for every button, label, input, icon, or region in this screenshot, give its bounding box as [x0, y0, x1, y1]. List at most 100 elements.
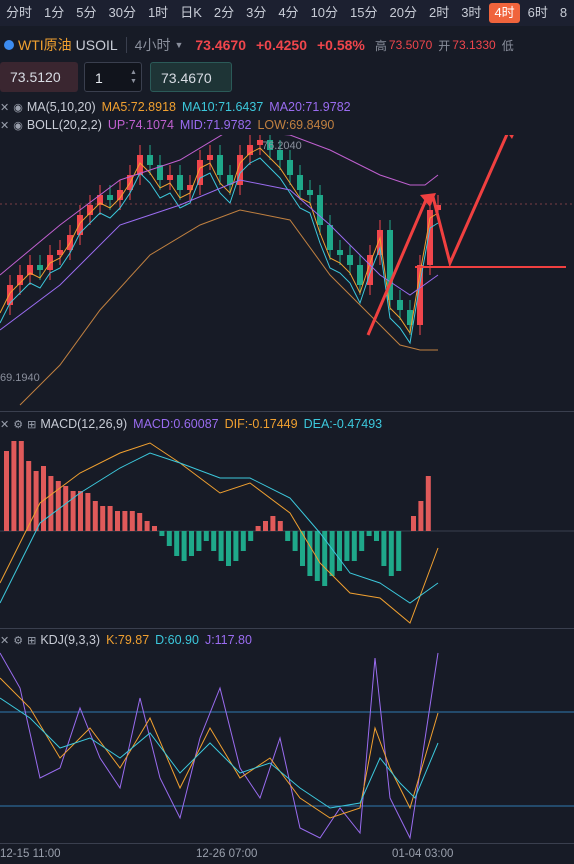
- d-value: D:60.90: [155, 633, 199, 647]
- close-icon[interactable]: ✕: [0, 634, 10, 647]
- macd-histogram-bar: [122, 511, 128, 531]
- macd-histogram-bar: [159, 531, 165, 536]
- macd-histogram-bar: [4, 451, 9, 531]
- candle: [27, 265, 33, 275]
- timeframe-15[interactable]: 6时: [527, 5, 548, 20]
- price-high-mark: 76.2040: [262, 140, 302, 152]
- candle: [107, 195, 113, 200]
- time-label-1: 12-15 11:00: [0, 848, 61, 860]
- timeframe-11[interactable]: 20分: [389, 5, 417, 20]
- time-label-3: 01-04 03:00: [392, 848, 454, 860]
- symbol-bar: WTI原油 USOIL 4小时 ▼ 73.4670 +0.4250 +0.58%…: [0, 30, 574, 60]
- price-chart[interactable]: [0, 135, 574, 410]
- gear-icon[interactable]: ⚙: [13, 418, 24, 431]
- add-box-icon[interactable]: ⊞: [27, 418, 37, 431]
- gear-icon[interactable]: ⚙: [13, 634, 24, 647]
- timeframe-9[interactable]: 10分: [310, 5, 339, 20]
- macd-histogram-bar: [366, 531, 372, 536]
- candle: [397, 300, 403, 310]
- macd-histogram-bar: [129, 511, 135, 531]
- macd-histogram-bar: [226, 531, 231, 566]
- macd-histogram-bar: [181, 531, 187, 561]
- symbol-code[interactable]: USOIL: [75, 37, 118, 53]
- timeframe-13[interactable]: 3时: [461, 5, 482, 20]
- macd-histogram-bar: [255, 526, 261, 531]
- macd-histogram-bar: [18, 441, 24, 531]
- timeframe-12[interactable]: 2时: [428, 5, 450, 20]
- kdj-label[interactable]: KDJ(9,3,3): [40, 633, 101, 647]
- boll-legend: ✕ ◉ BOLL(20,2,2) UP:74.1074 MID:71.9782 …: [0, 116, 574, 134]
- boll-up-value: UP:74.1074: [107, 118, 174, 132]
- timeframe-0[interactable]: 分时: [6, 5, 33, 20]
- boll-label[interactable]: BOLL(20,2,2): [26, 118, 102, 132]
- k-line: [0, 677, 439, 819]
- timeframe-7[interactable]: 3分: [246, 5, 267, 20]
- macd-histogram-bar: [233, 531, 239, 561]
- pane-divider[interactable]: [0, 411, 574, 412]
- boll-mid-value: MID:71.9782: [179, 118, 252, 132]
- buy-price-button[interactable]: 73.4670: [150, 62, 232, 92]
- timeframe-14[interactable]: 4时: [489, 3, 520, 23]
- add-box-icon[interactable]: ⊞: [27, 634, 37, 647]
- candle: [87, 205, 93, 215]
- dea-value: DEA:-0.47493: [303, 417, 383, 431]
- candle: [247, 145, 253, 155]
- open-value: 73.1330: [452, 38, 496, 52]
- symbol-dot-icon: [4, 40, 14, 50]
- timeframe-3[interactable]: 30分: [108, 5, 136, 20]
- candle: [37, 265, 43, 270]
- period-selector[interactable]: 4小时: [134, 37, 171, 53]
- quantity-stepper[interactable]: ▲ ▼: [130, 69, 137, 85]
- macd-label[interactable]: MACD(12,26,9): [40, 417, 128, 431]
- macd-histogram-bar: [41, 466, 46, 531]
- timeframe-16[interactable]: 8: [559, 5, 568, 20]
- order-row: 73.5120 1 ▲ ▼ 73.4670: [0, 62, 574, 94]
- close-icon[interactable]: ✕: [0, 101, 10, 114]
- eye-icon[interactable]: ◉: [13, 119, 23, 132]
- ma5-line: [0, 147, 439, 335]
- symbol-name[interactable]: WTI原油: [18, 37, 72, 53]
- candle: [307, 190, 313, 195]
- candle: [267, 140, 273, 150]
- macd-histogram-bar: [263, 521, 268, 531]
- pane-divider[interactable]: [0, 628, 574, 629]
- timeframe-5[interactable]: 日K: [180, 5, 202, 20]
- candle: [327, 225, 333, 250]
- timeframe-1[interactable]: 1分: [44, 5, 65, 20]
- candle: [167, 175, 173, 180]
- quantity-input[interactable]: 1: [84, 62, 142, 92]
- time-axis: 12-15 11:00 12-26 07:00 01-04 03:00: [0, 843, 574, 864]
- close-icon[interactable]: ✕: [0, 418, 10, 431]
- price-change: +0.4250: [256, 37, 307, 53]
- macd-histogram-bar: [174, 531, 180, 556]
- macd-histogram-bar: [55, 481, 61, 531]
- timeframe-6[interactable]: 2分: [213, 5, 235, 20]
- candle: [207, 155, 213, 160]
- candle: [57, 250, 63, 255]
- macd-histogram-bar: [137, 513, 143, 531]
- macd-histogram-bar: [374, 531, 379, 541]
- macd-histogram-bar: [240, 531, 246, 551]
- candle: [257, 140, 263, 145]
- macd-histogram-bar: [277, 521, 283, 531]
- close-icon[interactable]: ✕: [0, 119, 10, 132]
- macd-histogram-bar: [248, 531, 254, 541]
- eye-icon[interactable]: ◉: [13, 101, 23, 114]
- timeframe-10[interactable]: 15分: [350, 5, 378, 20]
- candle: [297, 175, 303, 190]
- candle: [217, 155, 223, 175]
- k-value: K:79.87: [106, 633, 150, 647]
- kdj-chart[interactable]: [0, 648, 574, 843]
- timeframe-4[interactable]: 1时: [147, 5, 169, 20]
- macd-chart[interactable]: [0, 433, 574, 627]
- price-low-mark: 69.1940: [0, 372, 40, 384]
- annotation-arrow-zigzag: [431, 135, 509, 268]
- arrow-head-icon: [509, 135, 514, 139]
- chevron-down-icon[interactable]: ▼: [174, 40, 184, 50]
- timeframe-8[interactable]: 4分: [278, 5, 299, 20]
- macd-histogram-bar: [218, 531, 224, 561]
- ma-label[interactable]: MA(5,10,20): [26, 100, 96, 114]
- arrow-head-icon: [420, 193, 436, 207]
- timeframe-2[interactable]: 5分: [76, 5, 97, 20]
- sell-price-button[interactable]: 73.5120: [0, 62, 78, 92]
